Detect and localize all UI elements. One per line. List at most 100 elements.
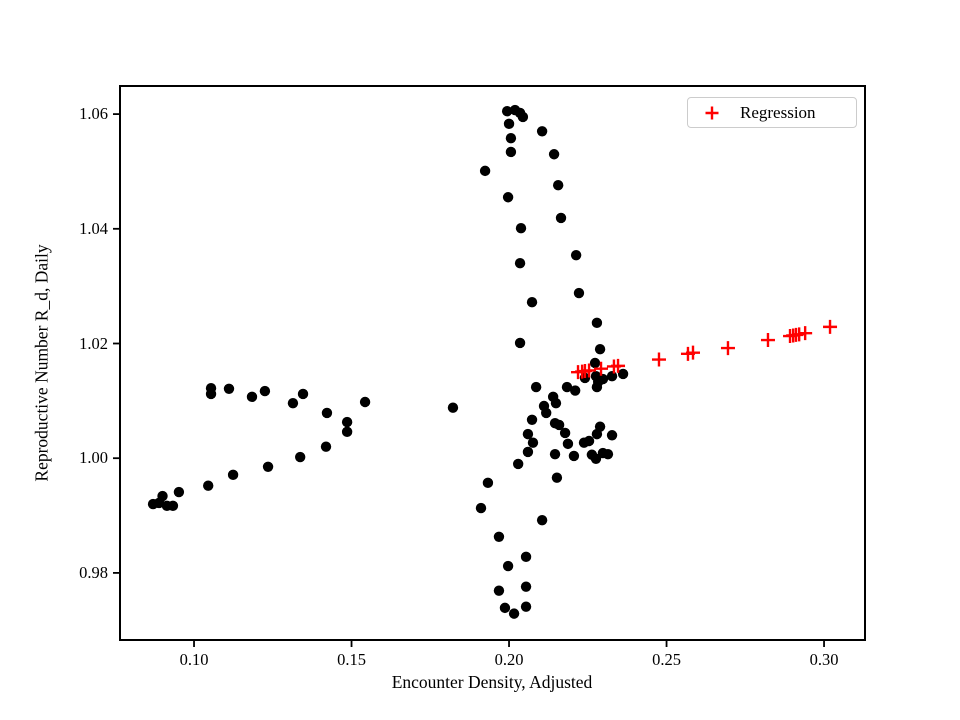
regression-point: [651, 352, 666, 367]
data-point: [447, 402, 459, 413]
data-point: [562, 438, 574, 450]
data-point: [502, 560, 514, 572]
data-point: [541, 407, 552, 419]
data-point: [294, 451, 306, 463]
data-point: [320, 441, 332, 452]
data-point: [321, 407, 333, 419]
data-point: [526, 414, 538, 425]
data-point: [536, 126, 548, 137]
data-point: [223, 383, 235, 395]
x-tick-label: 0.10: [179, 650, 209, 669]
data-point: [522, 446, 534, 458]
data-point: [536, 514, 548, 526]
x-tick-label: 0.15: [337, 650, 366, 669]
data-point: [515, 223, 527, 234]
regression-point: [594, 361, 609, 376]
data-point: [552, 180, 564, 191]
data-point: [501, 106, 513, 117]
y-tick-label: 1.02: [79, 333, 108, 353]
regression-point: [582, 363, 597, 378]
data-point: [527, 437, 539, 448]
data-point: [591, 317, 603, 329]
axes-spines: [119, 85, 866, 641]
data-point: [551, 472, 563, 483]
data-point: [517, 111, 529, 123]
data-point: [482, 477, 494, 489]
y-tick-label: 1.06: [79, 104, 108, 124]
data-point: [359, 396, 371, 408]
legend-entry-regression: Regression: [740, 102, 816, 122]
data-point: [508, 608, 520, 619]
data-point: [499, 602, 511, 614]
data-point: [597, 373, 609, 385]
data-point: [493, 585, 505, 596]
data-point: [341, 416, 353, 428]
legend: Regression: [687, 97, 857, 128]
regression-point: [720, 341, 735, 356]
x-axis-title: Encounter Density, Adjusted: [391, 672, 593, 692]
data-point: [526, 297, 538, 308]
data-point: [205, 388, 217, 400]
data-point: [617, 368, 629, 380]
data-point: [589, 357, 601, 369]
data-point: [246, 391, 258, 403]
data-point: [568, 450, 580, 462]
data-point: [530, 381, 542, 393]
data-point: [520, 601, 532, 612]
data-point: [594, 344, 606, 355]
x-tick-label: 0.20: [494, 650, 524, 669]
data-point: [602, 448, 614, 460]
data-point: [591, 381, 603, 393]
regression-point: [686, 345, 701, 360]
regression-point: [823, 319, 838, 334]
x-tick-label: 0.30: [809, 650, 839, 669]
data-point: [570, 249, 582, 261]
y-tick-label: 1.00: [79, 448, 108, 468]
data-point: [559, 427, 571, 439]
data-point: [262, 461, 274, 473]
y-axis-title: Reproductive Number R_d, Daily: [31, 244, 52, 482]
data-point: [287, 397, 299, 409]
regression-point: [611, 358, 626, 373]
y-tick-label: 0.98: [79, 562, 108, 582]
data-point: [606, 430, 618, 441]
data-point: [341, 426, 353, 438]
data-point: [514, 337, 526, 349]
data-point: [493, 531, 505, 542]
data-point: [505, 132, 517, 144]
data-point: [167, 500, 179, 512]
data-point: [173, 486, 185, 498]
regression-plus-icon: [705, 106, 719, 119]
data-point: [606, 370, 618, 382]
data-point: [573, 287, 585, 299]
data-point: [590, 453, 602, 464]
data-point: [514, 258, 526, 269]
data-point: [259, 385, 271, 397]
data-point: [569, 385, 581, 396]
data-point: [505, 146, 517, 158]
data-point: [503, 118, 515, 130]
data-point: [561, 381, 573, 393]
data-point: [549, 448, 561, 460]
data-point: [553, 419, 565, 431]
data-point: [512, 458, 524, 470]
data-point: [157, 490, 168, 502]
data-point: [522, 428, 534, 440]
data-point: [591, 428, 603, 440]
data-point: [583, 435, 595, 447]
data-point: [520, 581, 532, 592]
data-point: [502, 192, 514, 203]
data-point: [475, 502, 487, 514]
data-point: [227, 469, 239, 481]
data-point: [203, 480, 214, 491]
regression-point: [760, 333, 775, 348]
y-tick-label: 1.04: [79, 218, 108, 238]
data-point: [548, 149, 560, 160]
data-point: [297, 388, 309, 400]
data-point: [479, 165, 491, 177]
data-point: [550, 397, 562, 409]
data-point: [555, 212, 567, 224]
regression-point: [798, 326, 813, 341]
